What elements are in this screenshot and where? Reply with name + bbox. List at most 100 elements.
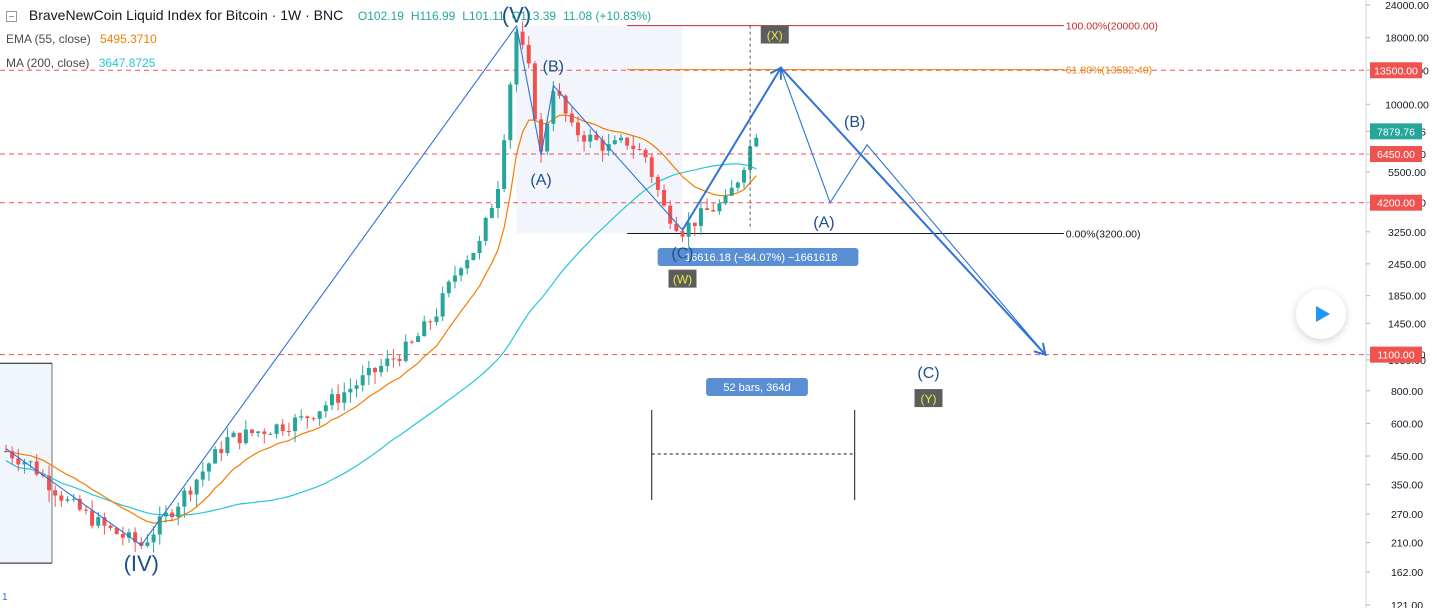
candle-body [717, 203, 722, 212]
candle-body [53, 490, 58, 496]
low-value: L101.11 [462, 9, 505, 23]
correction-wave-line [515, 25, 683, 231]
candle-body [575, 122, 580, 136]
candle-body [385, 358, 390, 366]
price-tag-label: 4200.00 [1377, 198, 1415, 210]
date-range-label-bg [706, 378, 808, 396]
price-tag-label: 6450.00 [1377, 149, 1415, 161]
price-axis-label: 270.00 [1391, 509, 1423, 521]
ma-label: MA (200, close) [6, 56, 90, 70]
candle-body [16, 458, 21, 465]
ohlc-values: O102.19 H116.99 L101.11 C113.39 11.08 (+… [347, 7, 651, 23]
price-axis-label: 210.00 [1391, 537, 1423, 549]
open-value: O102.19 [357, 9, 404, 23]
candle-body [182, 490, 187, 507]
ma-200-line [5, 163, 757, 516]
price-range-label-bg [657, 248, 859, 266]
candle-body [557, 91, 562, 96]
candle-body [600, 139, 605, 151]
price-tag-bg [1370, 194, 1422, 211]
candle-body [213, 449, 218, 464]
close-value: C113.39 [511, 9, 557, 23]
y-wave-arrow-line [780, 67, 1047, 356]
price-axis-label: 10000.00 [1385, 99, 1429, 111]
price-axis-label: 24000.00 [1385, 0, 1429, 12]
wave-tag-label: (X) [767, 29, 783, 43]
candle-body [286, 431, 291, 433]
play-icon[interactable] [1296, 289, 1346, 339]
price-axis-label: 5500.00 [1388, 167, 1426, 179]
collapse-icon[interactable] [6, 10, 17, 22]
wave-label: (A) [813, 214, 834, 231]
candle-body [65, 499, 70, 501]
candle-body [280, 424, 285, 432]
candle-body [139, 542, 144, 546]
price-axis-label: 162.00 [1391, 567, 1423, 579]
candle-body [293, 417, 298, 432]
ema-55-line [5, 114, 757, 524]
candle-body [151, 534, 156, 543]
candle-body [22, 462, 27, 465]
candle-body [231, 432, 236, 438]
candle-body [428, 321, 433, 323]
candle-body [742, 169, 746, 183]
candle-body [403, 341, 408, 361]
candle-body [342, 392, 347, 403]
candle-body [237, 432, 242, 444]
ma-indicator-row[interactable]: MA (200, close) 3647.8725 [6, 54, 651, 78]
candle-body [114, 527, 119, 535]
candle-body [668, 205, 673, 224]
price-tag-bg [1370, 62, 1422, 79]
candle-body [157, 516, 162, 535]
candle-body [698, 208, 703, 226]
fibonacci-level-label: 61.80%(13582.40) [1066, 65, 1152, 77]
candle-body [655, 176, 660, 190]
date-range-label: 52 bars, 364d [723, 382, 790, 394]
x-wave-arrow-head [769, 66, 782, 80]
price-axis-label: 2450.00 [1388, 259, 1426, 271]
candle-body [127, 532, 131, 538]
candle-body [90, 510, 95, 526]
candle-body [379, 365, 384, 373]
price-tag-label: 1100.00 [1377, 350, 1414, 362]
price-axis-label: 121.00 [1391, 600, 1423, 608]
candle-body [705, 208, 710, 210]
candle-body [754, 137, 759, 147]
candle-body [108, 525, 113, 528]
candle-body [520, 31, 525, 45]
candle-body [465, 259, 470, 269]
ema-indicator-row[interactable]: EMA (55, close) 5495.3710 [6, 30, 651, 54]
candle-body [643, 149, 648, 158]
candle-body [735, 182, 740, 188]
price-tag-bg [1370, 123, 1422, 140]
ma-value: 3647.8725 [98, 56, 156, 70]
candle-body [471, 253, 476, 260]
candle-body [612, 140, 617, 145]
candle-body [594, 134, 599, 140]
candle-body [477, 240, 482, 254]
impulse-wave-line [5, 25, 517, 546]
change-value: 11.08 (+10.83%) [562, 9, 652, 23]
x-wave-arrow-line [681, 67, 782, 231]
wave-label: (B) [844, 114, 865, 131]
candle-body [373, 367, 377, 373]
candle-body [496, 188, 500, 208]
candle-body [145, 542, 150, 546]
candle-body [391, 358, 396, 360]
corner-label: 1 [2, 592, 8, 603]
candle-body [102, 517, 107, 526]
candle-body [10, 451, 15, 459]
price-range-label: −16616.18 (−84.07%) −1661618 [679, 252, 838, 264]
candle-body [459, 268, 464, 276]
candle-body [649, 157, 654, 177]
candle-body [243, 429, 248, 444]
wave-tag-label: (W) [673, 273, 692, 287]
price-tag-label: 7879.76 [1377, 126, 1415, 138]
candle-body [163, 512, 168, 517]
candle-body [440, 293, 445, 317]
candle-body [434, 316, 439, 323]
candle-body [409, 341, 414, 343]
price-tag-label: 13500.00 [1374, 65, 1418, 77]
price-tag-bg [1370, 346, 1422, 363]
